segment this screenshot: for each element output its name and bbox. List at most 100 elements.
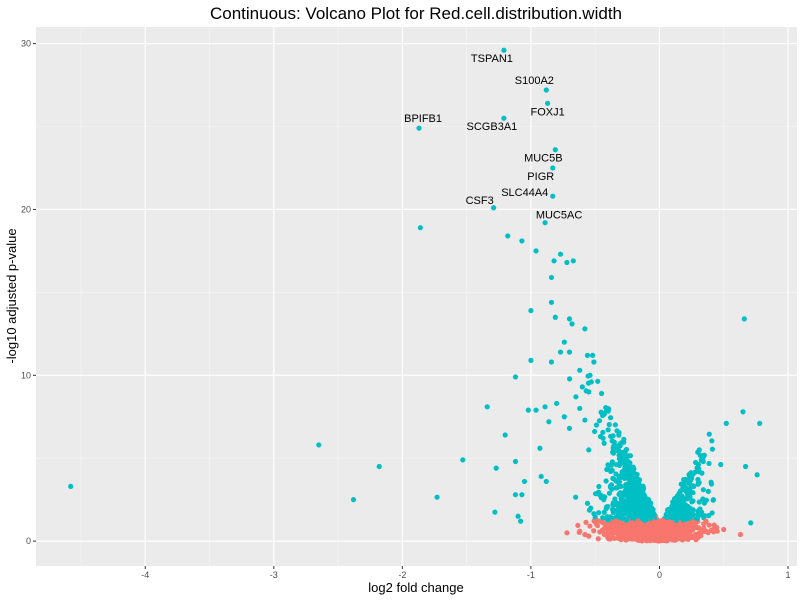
data-point xyxy=(521,478,528,485)
data-point xyxy=(600,412,606,419)
data-point xyxy=(587,523,593,529)
data-point xyxy=(595,518,601,524)
data-point xyxy=(637,521,644,527)
data-point xyxy=(533,407,539,413)
data-point xyxy=(702,513,708,519)
y-axis-label: -log10 adjusted p-value xyxy=(4,228,19,363)
data-point xyxy=(689,499,695,505)
data-point xyxy=(617,519,623,526)
data-point xyxy=(316,442,322,448)
y-tick-label: 20 xyxy=(21,204,31,214)
data-point xyxy=(678,507,685,513)
data-point xyxy=(694,515,700,521)
data-point xyxy=(671,531,677,537)
data-point xyxy=(590,352,596,358)
data-point xyxy=(691,483,697,489)
data-point xyxy=(605,407,611,413)
data-point xyxy=(592,514,598,520)
data-point xyxy=(583,519,589,525)
data-point xyxy=(641,496,647,502)
data-point xyxy=(718,461,724,468)
data-point xyxy=(625,467,631,473)
data-point xyxy=(609,467,615,473)
data-point xyxy=(552,314,558,320)
x-tick-label: -3 xyxy=(270,570,278,580)
data-point xyxy=(417,225,423,231)
data-point xyxy=(651,519,657,525)
data-point xyxy=(611,476,617,482)
data-point xyxy=(597,433,604,440)
data-point xyxy=(605,427,611,433)
data-point xyxy=(561,339,567,345)
data-point xyxy=(693,533,699,539)
data-point xyxy=(595,378,601,384)
data-point xyxy=(605,462,611,468)
data-point xyxy=(645,537,651,544)
data-point xyxy=(626,498,632,505)
data-point xyxy=(709,438,715,444)
data-point xyxy=(659,520,665,526)
data-point xyxy=(538,473,544,480)
data-point xyxy=(548,274,555,281)
x-tick-label: 0 xyxy=(657,570,662,580)
data-point xyxy=(665,536,671,543)
data-point xyxy=(582,417,588,423)
data-point xyxy=(519,238,525,244)
data-point-tspan1 xyxy=(501,47,507,53)
data-point xyxy=(623,526,629,532)
data-point xyxy=(566,316,573,322)
data-point xyxy=(706,431,712,437)
data-point xyxy=(665,521,671,527)
data-point xyxy=(705,530,711,536)
data-point xyxy=(613,501,619,508)
data-point xyxy=(634,496,640,502)
data-point xyxy=(688,532,694,539)
data-point xyxy=(609,438,615,444)
data-point xyxy=(557,251,564,257)
data-point xyxy=(569,321,575,327)
data-point xyxy=(619,469,625,475)
data-point xyxy=(376,463,382,470)
data-point xyxy=(632,511,638,517)
y-tick-label: 30 xyxy=(21,39,31,49)
data-point xyxy=(588,379,594,385)
y-tick-label: 10 xyxy=(21,370,31,380)
data-point xyxy=(595,536,601,542)
data-point xyxy=(702,498,709,504)
data-point xyxy=(695,476,701,483)
data-point xyxy=(625,463,631,469)
data-point xyxy=(613,471,619,477)
point-label: SCGB3A1 xyxy=(467,121,518,133)
data-point xyxy=(586,447,592,453)
data-point xyxy=(592,428,598,435)
data-point xyxy=(741,316,747,322)
data-point xyxy=(619,439,625,445)
data-point xyxy=(350,497,357,503)
data-point xyxy=(582,326,588,332)
data-point xyxy=(543,478,549,485)
data-point xyxy=(700,487,706,493)
data-point xyxy=(617,475,623,481)
chart-title: Continuous: Volcano Plot for Red.cell.di… xyxy=(210,4,622,23)
data-point xyxy=(570,258,576,264)
data-point xyxy=(688,475,695,481)
data-point xyxy=(573,494,579,500)
data-point xyxy=(609,533,615,539)
data-point xyxy=(525,407,531,413)
data-point xyxy=(637,512,643,518)
data-point xyxy=(633,473,639,479)
data-point xyxy=(601,440,607,446)
data-point xyxy=(616,432,622,438)
data-point xyxy=(586,389,592,395)
data-point xyxy=(588,505,594,511)
data-point xyxy=(670,524,676,530)
x-tick-label: -4 xyxy=(141,570,149,580)
data-point xyxy=(695,462,701,468)
data-point xyxy=(714,528,720,534)
point-label: PIGR xyxy=(527,171,554,183)
data-point xyxy=(709,446,715,452)
data-point xyxy=(512,374,519,380)
data-point xyxy=(512,458,519,465)
y-tick-label: 0 xyxy=(26,536,31,546)
